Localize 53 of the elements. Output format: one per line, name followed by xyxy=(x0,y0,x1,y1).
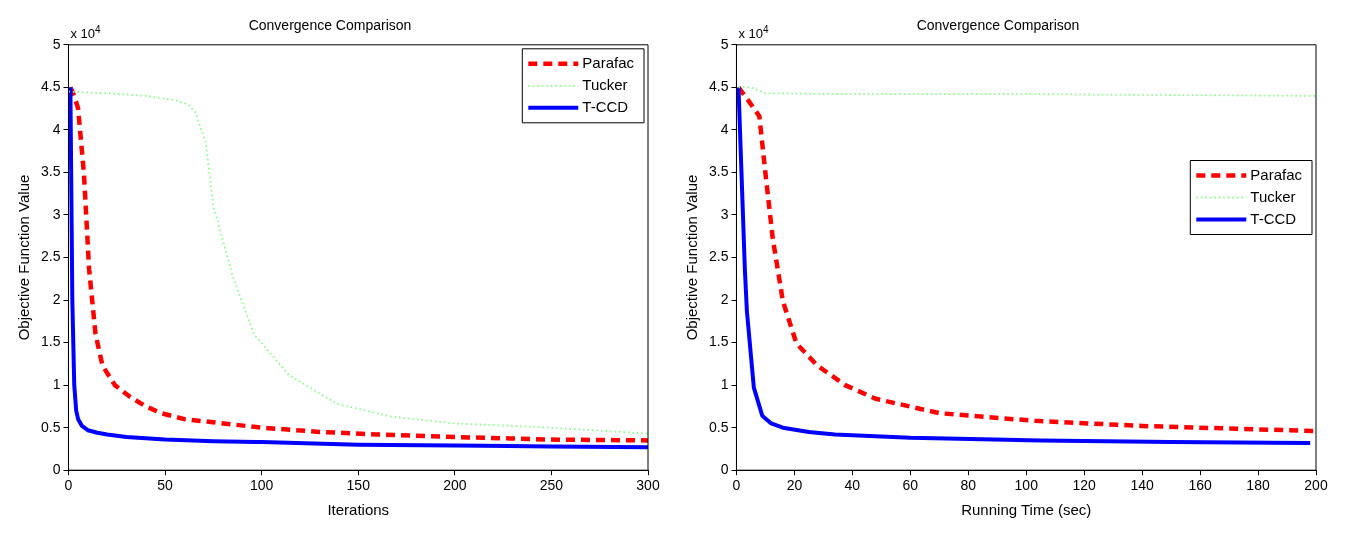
x-tick-label: 100 xyxy=(1014,477,1039,494)
x-tick-label: 80 xyxy=(960,477,977,494)
y-tick-label: 4 xyxy=(720,120,729,137)
x-axis-title: Iterations xyxy=(327,501,390,519)
x-tick-label: 160 xyxy=(1188,477,1212,494)
y-axis-title: Objective Function Value xyxy=(683,174,701,341)
x-tick-label: 200 xyxy=(1304,477,1328,494)
y-tick-label: 5 xyxy=(52,35,61,52)
x-tick-label: 180 xyxy=(1246,477,1270,494)
y-tick-label: 2 xyxy=(52,290,61,307)
x-tick-label: 60 xyxy=(902,477,919,494)
y-tick-label: 0.5 xyxy=(708,418,729,435)
y-tick-label: 3 xyxy=(720,205,729,222)
x-tick-label: 200 xyxy=(443,477,467,494)
x-tick-label: 0 xyxy=(64,477,73,494)
y-tick-label: 2.5 xyxy=(708,248,729,265)
x-tick-label: 140 xyxy=(1130,477,1155,494)
legend-label: Tucker xyxy=(582,75,628,93)
y-tick-label: 3 xyxy=(52,205,61,222)
x-tick-label: 0 xyxy=(732,477,741,494)
x-tick-label: 120 xyxy=(1072,477,1097,494)
legend-label: Tucker xyxy=(1250,187,1296,205)
y-tick-label: 0.5 xyxy=(40,418,61,435)
y-tick-label: 0 xyxy=(52,461,61,478)
y-tick-label: 4.5 xyxy=(708,78,729,95)
y-tick-label: 2 xyxy=(720,290,729,307)
x-axis-title: Running Time (sec) xyxy=(961,501,1092,519)
y-tick-label: 4 xyxy=(52,120,61,137)
y-tick-label: 5 xyxy=(720,35,729,52)
x-tick-label: 300 xyxy=(636,477,660,494)
y-tick-label: 1.5 xyxy=(40,333,61,350)
line-series xyxy=(737,86,1316,97)
x-tick-label: 100 xyxy=(249,477,274,494)
legend-label: T-CCD xyxy=(1250,209,1297,227)
chart-title: Convergence Comparison xyxy=(916,17,1080,34)
x-tick-label: 20 xyxy=(786,477,803,494)
y-tick-label: 3.5 xyxy=(708,163,729,180)
y-tick-label: 1 xyxy=(720,375,729,392)
x-tick-label: 250 xyxy=(539,477,564,494)
legend-label: Parafac xyxy=(1250,165,1303,183)
y-tick-label: 3.5 xyxy=(40,163,61,180)
y-tick-label: 1 xyxy=(52,375,61,392)
y-axis-title: Objective Function Value xyxy=(15,174,33,341)
x-tick-label: 50 xyxy=(157,477,174,494)
legend-label: Parafac xyxy=(582,53,635,71)
y-tick-label: 1.5 xyxy=(708,333,729,350)
y-tick-label: 2.5 xyxy=(40,248,61,265)
x-tick-label: 40 xyxy=(844,477,861,494)
chart-title: Convergence Comparison xyxy=(248,17,412,34)
y-tick-label: 4.5 xyxy=(40,78,61,95)
x-tick-label: 150 xyxy=(346,477,371,494)
y-tick-label: 0 xyxy=(720,461,729,478)
legend-label: T-CCD xyxy=(582,97,629,115)
